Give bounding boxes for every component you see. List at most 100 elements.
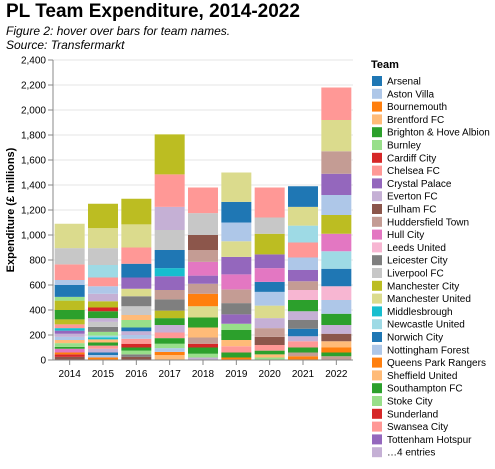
bar-segment[interactable] bbox=[188, 213, 218, 235]
bar-segment[interactable] bbox=[54, 300, 85, 310]
bar-segment[interactable] bbox=[54, 348, 85, 353]
bar-segment[interactable] bbox=[121, 327, 152, 332]
bar-segment[interactable] bbox=[188, 306, 218, 318]
bar-segment[interactable] bbox=[154, 343, 185, 349]
bar-segment[interactable] bbox=[54, 324, 85, 329]
bar-segment[interactable] bbox=[288, 328, 318, 337]
bar-segment[interactable] bbox=[188, 353, 218, 358]
bar-segment[interactable] bbox=[288, 347, 318, 353]
bar-segment[interactable] bbox=[54, 330, 85, 334]
bar-segment[interactable] bbox=[321, 300, 352, 314]
bar-segment[interactable] bbox=[121, 331, 152, 335]
bar-segment[interactable] bbox=[154, 355, 185, 360]
bar-segment[interactable] bbox=[54, 296, 85, 301]
bar-segment[interactable] bbox=[288, 320, 318, 329]
bar-segment[interactable] bbox=[154, 325, 185, 333]
bar-segment[interactable] bbox=[321, 325, 352, 334]
bar-segment[interactable] bbox=[288, 186, 318, 207]
bar-segment[interactable] bbox=[221, 201, 252, 223]
bar-segment[interactable] bbox=[288, 341, 318, 348]
bar-segment[interactable] bbox=[254, 217, 285, 234]
bar-segment[interactable] bbox=[54, 280, 85, 285]
bar-segment[interactable] bbox=[88, 355, 118, 358]
bar-segment[interactable] bbox=[88, 293, 118, 302]
bar-segment[interactable] bbox=[154, 332, 185, 339]
bar-segment[interactable] bbox=[54, 310, 85, 320]
bar-segment[interactable] bbox=[321, 333, 352, 342]
bar-segment[interactable] bbox=[254, 357, 285, 361]
bar-segment[interactable] bbox=[154, 230, 185, 250]
bar-segment[interactable] bbox=[321, 251, 352, 269]
bar-segment[interactable] bbox=[121, 198, 152, 225]
bar-segment[interactable] bbox=[88, 311, 118, 319]
bar-segment[interactable] bbox=[254, 328, 285, 337]
bar-segment[interactable] bbox=[121, 320, 152, 328]
bar-segment[interactable] bbox=[154, 250, 185, 269]
bar-segment[interactable] bbox=[54, 333, 85, 337]
bar-segment[interactable] bbox=[121, 288, 152, 297]
bar-segment[interactable] bbox=[254, 305, 285, 319]
bar-segment[interactable] bbox=[88, 357, 118, 361]
bar-segment[interactable] bbox=[254, 350, 285, 355]
bar-segment[interactable] bbox=[154, 348, 185, 352]
bar-segment[interactable] bbox=[154, 338, 185, 344]
bar-segment[interactable] bbox=[121, 356, 152, 360]
bar-segment[interactable] bbox=[254, 345, 285, 351]
bar-segment[interactable] bbox=[188, 343, 218, 348]
bar-segment[interactable] bbox=[221, 352, 252, 358]
bar-segment[interactable] bbox=[121, 306, 152, 315]
bar-segment[interactable] bbox=[154, 299, 185, 311]
bar-segment[interactable] bbox=[221, 289, 252, 304]
bar-segment[interactable] bbox=[288, 311, 318, 320]
bar-segment[interactable] bbox=[188, 293, 218, 307]
bar-segment[interactable] bbox=[221, 222, 252, 242]
bar-segment[interactable] bbox=[121, 296, 152, 307]
bar-segment[interactable] bbox=[254, 336, 285, 345]
bar-segment[interactable] bbox=[221, 323, 252, 330]
bar-segment[interactable] bbox=[188, 187, 218, 214]
bar-segment[interactable] bbox=[221, 330, 252, 340]
bar-segment[interactable] bbox=[54, 343, 85, 347]
bar-segment[interactable] bbox=[121, 347, 152, 351]
bar-segment[interactable] bbox=[188, 337, 218, 344]
bar-segment[interactable] bbox=[54, 285, 85, 297]
bar-segment[interactable] bbox=[121, 263, 152, 278]
bar-segment[interactable] bbox=[121, 343, 152, 348]
bar-segment[interactable] bbox=[54, 340, 85, 344]
bar-segment[interactable] bbox=[121, 247, 152, 264]
bar-segment[interactable] bbox=[321, 87, 352, 121]
bar-segment[interactable] bbox=[188, 250, 218, 262]
bar-segment[interactable] bbox=[88, 277, 118, 287]
bar-segment[interactable] bbox=[321, 233, 352, 252]
bar-segment[interactable] bbox=[88, 342, 118, 346]
bar-segment[interactable] bbox=[254, 281, 285, 292]
bar-segment[interactable] bbox=[288, 356, 318, 360]
bar-segment[interactable] bbox=[254, 318, 285, 329]
bar-segment[interactable] bbox=[154, 318, 185, 325]
bar-segment[interactable] bbox=[121, 350, 152, 355]
bar-segment[interactable] bbox=[154, 268, 185, 277]
bar-segment[interactable] bbox=[88, 265, 118, 278]
bar-segment[interactable] bbox=[154, 206, 185, 230]
bar-segment[interactable] bbox=[254, 187, 285, 218]
bar-segment[interactable] bbox=[54, 346, 85, 349]
bar-segment[interactable] bbox=[221, 303, 252, 315]
bar-segment[interactable] bbox=[254, 254, 285, 269]
bar-segment[interactable] bbox=[221, 256, 252, 275]
bar-segment[interactable] bbox=[154, 290, 185, 300]
bar-segment[interactable] bbox=[288, 290, 318, 300]
bar-segment[interactable] bbox=[221, 172, 252, 202]
bar-segment[interactable] bbox=[321, 151, 352, 174]
bar-segment[interactable] bbox=[54, 264, 85, 280]
bar-segment[interactable] bbox=[54, 356, 85, 360]
bar-segment[interactable] bbox=[221, 346, 252, 353]
bar-segment[interactable] bbox=[54, 319, 85, 325]
bar-segment[interactable] bbox=[288, 300, 318, 312]
bar-segment[interactable] bbox=[321, 268, 352, 287]
bar-segment[interactable] bbox=[88, 335, 118, 338]
bar-segment[interactable] bbox=[54, 328, 85, 331]
bar-segment[interactable] bbox=[188, 261, 218, 276]
bar-segment[interactable] bbox=[321, 195, 352, 215]
bar-segment[interactable] bbox=[54, 354, 85, 357]
bar-segment[interactable] bbox=[88, 301, 118, 308]
